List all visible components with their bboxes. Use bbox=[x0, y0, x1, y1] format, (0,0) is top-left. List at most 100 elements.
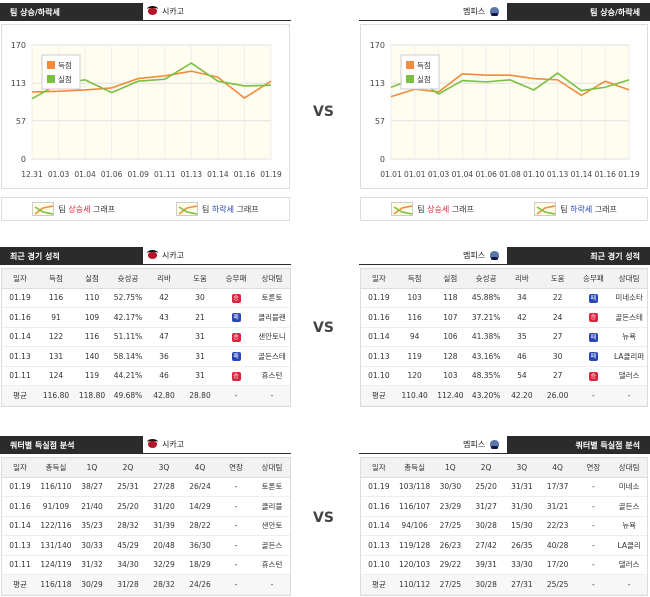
right-recent-cell: 54 bbox=[504, 366, 540, 386]
right-quarter-header: 쿼터별 득실점 분석 bbox=[507, 436, 650, 454]
left-quarter-col-header: 상대팀 bbox=[254, 458, 290, 478]
left-recent-cell: 토론토 bbox=[254, 288, 290, 308]
grizzlies-logo-icon bbox=[489, 439, 500, 450]
right-recent-cell: 128 bbox=[432, 346, 469, 367]
left-recent-cell: 122 bbox=[38, 327, 74, 347]
right-quarter-cell: 뉴욕 bbox=[611, 516, 647, 536]
right-legend-swatch bbox=[406, 61, 414, 69]
left-quarter-row: 01.13 131/140 30/33 45/29 20/48 36/30- 골든스 bbox=[2, 535, 290, 556]
left-quarter-cell: - bbox=[218, 535, 254, 556]
right-xtick: 01.10 bbox=[523, 170, 545, 179]
left-recent-cell: 30 bbox=[182, 288, 218, 308]
left-quarter-cell: 30/29 bbox=[74, 574, 110, 595]
left-quarter-cell: 14/29 bbox=[182, 496, 218, 517]
right-quarter-cell: 23/29 bbox=[432, 496, 469, 517]
right-quarter-cell: LA클리 bbox=[611, 535, 647, 556]
win-badge: 승 bbox=[588, 313, 598, 323]
left-quarter-cell: 토론토 bbox=[254, 477, 290, 497]
left-legend-swatch bbox=[47, 61, 55, 69]
left-quarter-col-header: 총득실 bbox=[38, 458, 74, 478]
left-quarter-cell: - bbox=[218, 574, 254, 595]
left-recent-cell: 31 bbox=[182, 366, 218, 386]
right-quarter-row: 01.14 94/106 27/25 30/28 15/30 22/23- 뉴욕 bbox=[361, 516, 647, 536]
left-xtick: 01.03 bbox=[48, 170, 70, 179]
left-quarter-cell: 01.13 bbox=[2, 535, 38, 556]
right-xtick: 01.04 bbox=[452, 170, 474, 179]
left-recent-table: 일자 득점 실점 슛성공 리바 도움 승무패 상대팀 01.19 116 110 52.75% 42 30… bbox=[1, 268, 291, 407]
left-quarter-row: 01.14 122/116 35/23 28/32 31/39 28/22- 샌안토 bbox=[2, 516, 290, 536]
left-recent-col-header: 도움 bbox=[182, 269, 218, 289]
left-quarter-cell: - bbox=[218, 496, 254, 517]
legend-down-word: 하락세 bbox=[211, 204, 234, 214]
left-quarter-cell: 36/30 bbox=[182, 535, 218, 556]
left-xtick: 01.11 bbox=[154, 170, 176, 179]
right-recent-cell: 42 bbox=[504, 307, 540, 328]
right-quarter-cell: 평균 bbox=[361, 574, 397, 595]
right-quarter-cell: 120/103 bbox=[396, 555, 433, 575]
up-graph-icon bbox=[391, 202, 414, 216]
legend-up-word: 상승세 bbox=[68, 204, 91, 214]
left-xtick: 01.16 bbox=[234, 170, 256, 179]
left-ytick: 57 bbox=[16, 117, 26, 126]
left-recent-col-header: 리바 bbox=[146, 269, 182, 289]
left-ytick: 0 bbox=[21, 155, 26, 164]
right-recent-cell: 승 bbox=[575, 366, 612, 386]
left-quarter-cell: 24/26 bbox=[182, 574, 218, 595]
left-quarter-cell: 91/109 bbox=[38, 496, 74, 517]
right-quarter-cell: - bbox=[575, 535, 612, 556]
right-quarter-cell: 27/25 bbox=[432, 516, 469, 536]
right-quarter-cell: 01.14 bbox=[361, 516, 397, 536]
right-quarter-cell: 30/30 bbox=[432, 477, 469, 497]
left-quarter-cell: 샌안토 bbox=[254, 516, 290, 536]
left-quarter-header-title: 쿼터별 득실점 분석 bbox=[0, 436, 143, 454]
down-graph-icon bbox=[534, 202, 557, 216]
left-quarter-cell: 27/28 bbox=[146, 477, 182, 497]
left-line-chart: 0 57 113 170 12.31 01.03 01.04 01.06 01.09 01.11 0… bbox=[11, 41, 282, 179]
legend-up-right: 팀 상승세 그래프 bbox=[391, 202, 474, 216]
right-recent-col-header: 득점 bbox=[396, 269, 433, 289]
right-quarter-cell: 110/112 bbox=[396, 574, 433, 595]
left-quarter-cell: 18/29 bbox=[182, 555, 218, 575]
right-recent-cell: 패 bbox=[575, 327, 612, 347]
right-recent-cell: 미네소타 bbox=[611, 288, 647, 308]
left-quarter-cell: 25/31 bbox=[110, 477, 146, 497]
right-quarter-cell: - bbox=[575, 574, 612, 595]
left-quarter-cell: - bbox=[254, 574, 290, 595]
right-recent-header: 최근 경기 성적 bbox=[507, 247, 650, 265]
right-recent-cell: 패 bbox=[575, 346, 612, 367]
right-quarter-cell: 17/20 bbox=[539, 555, 576, 575]
right-quarter-cell: 31/21 bbox=[539, 496, 576, 517]
right-recent-col-header: 도움 bbox=[539, 269, 576, 289]
left-recent-line bbox=[143, 264, 291, 265]
right-recent-cell: 평균 bbox=[361, 385, 397, 406]
right-quarter-cell: 30/28 bbox=[468, 574, 504, 595]
right-quarter-col-header: 상대팀 bbox=[611, 458, 647, 478]
right-quarter-col-header: 일자 bbox=[361, 458, 397, 478]
left-recent-col-header: 승무패 bbox=[218, 269, 254, 289]
left-recent-header-title: 최근 경기 성적 bbox=[0, 247, 143, 265]
right-quarter-col-header: 2Q bbox=[468, 458, 504, 478]
right-quarter-row: 01.10 120/103 29/22 39/31 33/30 17/20- 댈러스 bbox=[361, 555, 647, 575]
right-legend-swatch bbox=[406, 75, 414, 83]
right-xtick: 01.16 bbox=[594, 170, 616, 179]
left-quarter-cell: - bbox=[218, 516, 254, 536]
right-quarter-cell: 01.19 bbox=[361, 477, 397, 497]
win-badge: 승 bbox=[231, 371, 241, 381]
left-recent-col-header: 상대팀 bbox=[254, 269, 290, 289]
right-recent-cell: 48.35% bbox=[468, 366, 504, 386]
left-quarter-cell: - bbox=[218, 477, 254, 497]
left-recent-row: 01.16 91 109 42.17% 43 21 패 클리블랜 bbox=[2, 307, 290, 328]
right-quarter-cell: - bbox=[575, 477, 612, 497]
right-xtick: 01.13 bbox=[547, 170, 569, 179]
left-quarter-row: 01.19 116/110 38/27 25/31 27/28 26/24- 토론토 bbox=[2, 477, 290, 497]
left-xtick: 01.19 bbox=[260, 170, 282, 179]
left-quarter-col-header: 2Q bbox=[110, 458, 146, 478]
right-recent-cell: 골든스테 bbox=[611, 307, 647, 328]
right-recent-col-header: 실점 bbox=[432, 269, 469, 289]
left-recent-cell: 28.80 bbox=[182, 385, 218, 406]
right-recent-col-header: 승무패 bbox=[575, 269, 612, 289]
left-recent-row: 평균 116.80 118.80 49.68% 42.80 28.80- - bbox=[2, 385, 290, 406]
right-recent-col-header: 리바 bbox=[504, 269, 540, 289]
right-recent-row: 01.19 103 118 45.88% 34 22 패 미네소타 bbox=[361, 288, 647, 308]
right-series-score-line bbox=[390, 73, 630, 98]
